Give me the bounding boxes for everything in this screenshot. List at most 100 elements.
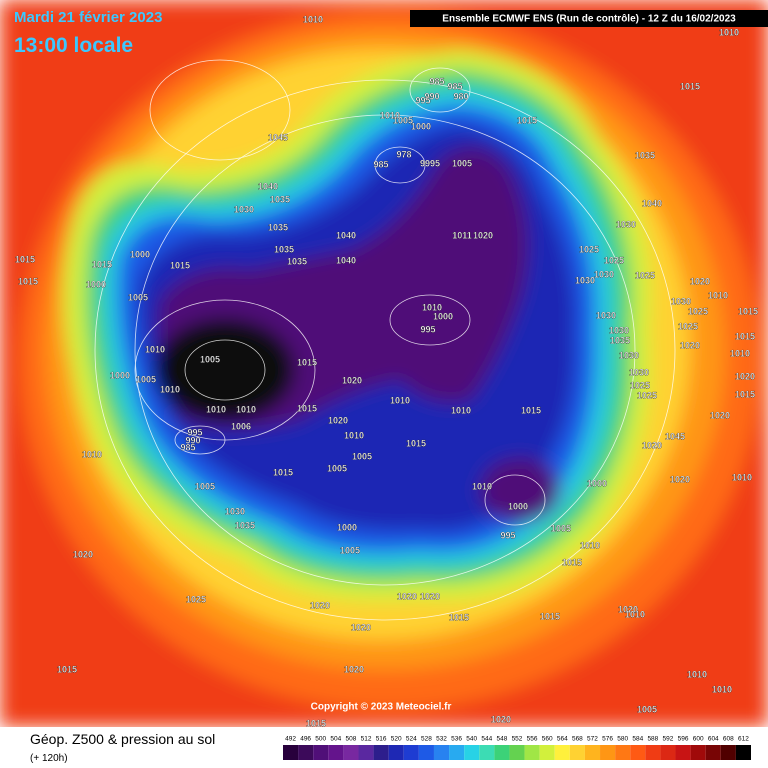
isobar-label: 1025 [579, 244, 599, 254]
isobar-label: 1025 [688, 306, 708, 316]
color-swatch [283, 745, 299, 760]
isobar-label: 1005 [340, 545, 360, 555]
isobar-label: 1025 [635, 270, 655, 280]
isobar-label: 1005 [195, 481, 215, 491]
isobar-label: 1030 [596, 310, 616, 320]
color-swatch [388, 745, 404, 760]
date: Mardi 21 février 2023 [14, 9, 162, 26]
color-swatch [675, 745, 691, 760]
isobar-label: 1025 [630, 380, 650, 390]
colorbar-label: 572 [587, 736, 598, 743]
colorbar-label: 516 [376, 736, 387, 743]
isobar-label: 978 [396, 149, 411, 159]
color-swatch [494, 745, 510, 760]
isobar-label: 1010 [380, 110, 400, 120]
time: 13:00 locale [14, 34, 133, 57]
isobar-label: 1025 [637, 390, 657, 400]
colorbar-label: 584 [632, 736, 643, 743]
isobar-label: 1015 [738, 306, 758, 316]
colorbar-label: 544 [481, 736, 492, 743]
isobar-label: 1015 [306, 718, 326, 728]
isobar-label: 985 [429, 76, 444, 86]
isobar-label: 1030 [616, 219, 636, 229]
color-swatch [539, 745, 555, 760]
isobar-label: 1030 [619, 350, 639, 360]
isobar-label: 1005 [352, 451, 372, 461]
isobar-label: 985 [447, 81, 462, 91]
isobar-label: 1030 [671, 296, 691, 306]
isobar-label: 1010 [303, 14, 323, 24]
color-swatch [569, 745, 585, 760]
colorbar-label: 596 [678, 736, 689, 743]
color-swatch [645, 745, 661, 760]
colorbar-label: 560 [542, 736, 553, 743]
isobar-label: 1000 [587, 478, 607, 488]
isobar-label: 1030 [594, 269, 614, 279]
isobar-label: 1010 [730, 348, 750, 358]
isobar-label: 1010 [472, 481, 492, 491]
isobar-label: 1005 [551, 523, 571, 533]
isobar-label: 1035 [235, 520, 255, 530]
color-swatch [615, 745, 631, 760]
color-swatch [584, 745, 601, 760]
color-swatch [690, 745, 706, 760]
colorbar-label: 492 [285, 736, 296, 743]
isobar-label: 1005 [393, 115, 413, 125]
color-swatch [600, 745, 616, 760]
color-swatch [328, 745, 344, 760]
isobar-label: 1010 [236, 404, 256, 414]
run-info: Ensemble ECMWF ENS (Run de contrôle) - 1… [442, 14, 736, 25]
color-swatch [554, 745, 570, 760]
isobar-label: 1020 [328, 415, 348, 425]
color-swatch [479, 745, 495, 760]
isobar-label: 995 [415, 95, 430, 105]
isobar-label: 1015 [540, 611, 560, 621]
isobar-label: 1020 [473, 230, 493, 240]
colorbar-label: 512 [361, 736, 372, 743]
isobar-label: 1020 [344, 664, 364, 674]
isobar-label: 1040 [336, 255, 356, 265]
isobar-label: 1015 [170, 260, 190, 270]
isobar-label: 1020 [735, 371, 755, 381]
isobar-label: 985 [180, 442, 195, 452]
isobar-label: 1020 [618, 604, 638, 614]
isobar-label: 1030 [609, 325, 629, 335]
isobar-label: 1015 [680, 81, 700, 91]
isobar-label: 1015 [297, 403, 317, 413]
isobar-label: 1030 [225, 506, 245, 516]
isobar-label: 1020 [642, 440, 662, 450]
color-swatch [433, 745, 450, 760]
isobar-label: 1015 [297, 357, 317, 367]
height-field [0, 0, 768, 727]
isobar-labels: 1010101510151015100010001015100510101000… [15, 14, 758, 728]
isobar-label: 985 [373, 159, 388, 169]
isobar-label: 995 [500, 530, 515, 540]
isobar-label: 1006 [231, 421, 251, 431]
isobar-label: 1020 [342, 375, 362, 385]
isobar-label: 1020 [310, 600, 330, 610]
isobar-label: 1000 [508, 501, 528, 511]
run-box [410, 10, 768, 27]
isobar-label: 1000 [130, 249, 150, 259]
colorbar-label: 604 [708, 736, 719, 743]
isobar-label: 1010 [451, 405, 471, 415]
isobar-label: 1035 [287, 256, 307, 266]
lead-time: (+ 120h) [30, 753, 68, 764]
isobar-label: 1015 [273, 467, 293, 477]
colorbar-label: 588 [647, 736, 658, 743]
isobar-label: 1010 [732, 472, 752, 482]
isobar-label: 1010 [580, 540, 600, 550]
isobar-label: 1040 [336, 230, 356, 240]
isobar-label: 1005 [327, 463, 347, 473]
isobar-label: 1005 [136, 374, 156, 384]
color-swatch [705, 745, 721, 760]
isobar-label: 1015 [517, 115, 537, 125]
isobar-label: 1020 [690, 276, 710, 286]
colorbar-label: 592 [663, 736, 674, 743]
color-swatch [660, 745, 676, 760]
isobar-label: 1010 [719, 27, 739, 37]
isobar-label: 1040 [258, 181, 278, 191]
isobar-label: 1010 [160, 384, 180, 394]
colorbar-label: 524 [406, 736, 417, 743]
colorbar-label: 496 [300, 736, 311, 743]
